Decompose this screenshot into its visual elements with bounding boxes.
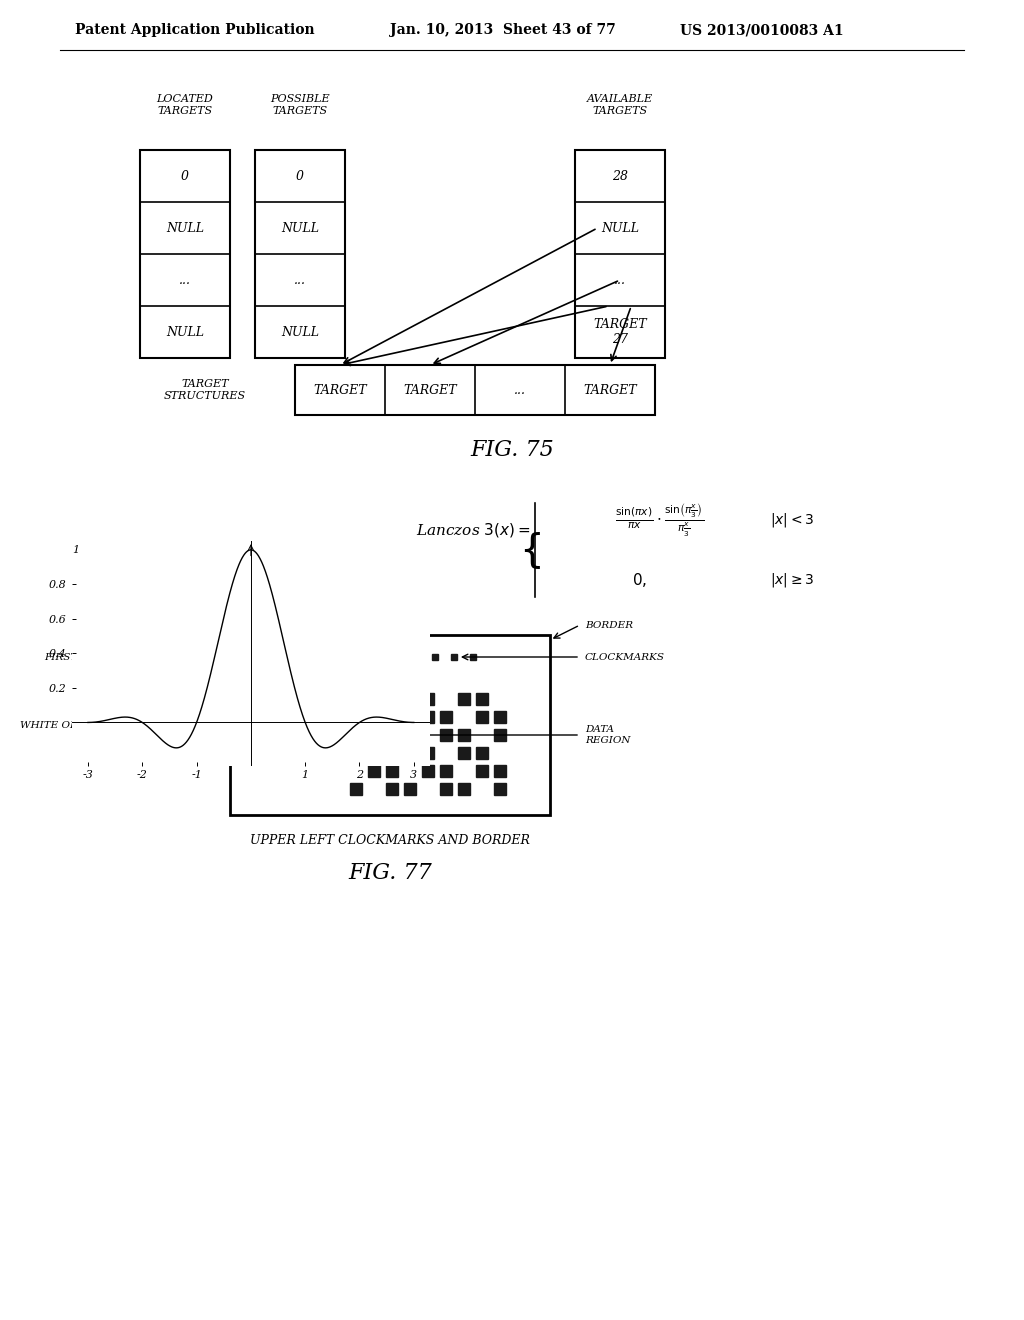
Bar [494, 783, 506, 795]
Text: TARGET: TARGET [584, 384, 637, 396]
Text: 0: 0 [181, 169, 189, 182]
Bar [350, 783, 362, 795]
Bar [375, 653, 381, 660]
Bar [413, 653, 419, 660]
Bar [422, 693, 434, 705]
Text: FIG. 76: FIG. 76 [228, 664, 312, 686]
Bar [247, 730, 253, 737]
Bar [422, 766, 434, 777]
Text: $\frac{\sin(\pi x)}{\pi x} \cdot \frac{\sin\!\left(\pi \frac{x}{3}\right)}{\pi \: $\frac{\sin(\pi x)}{\pi x} \cdot \frac{\… [615, 502, 705, 539]
Bar [432, 653, 438, 660]
Text: ...: ... [614, 273, 626, 286]
Bar [247, 673, 253, 678]
Bar [458, 783, 470, 795]
Bar [255, 150, 345, 358]
Bar [440, 711, 452, 723]
Bar [368, 747, 380, 759]
Bar [368, 711, 380, 723]
Text: 1: 1 [72, 545, 79, 554]
Bar [422, 711, 434, 723]
Text: {: { [519, 531, 545, 569]
Bar [476, 693, 488, 705]
Bar [230, 635, 550, 814]
Text: NULL: NULL [281, 222, 319, 235]
Bar [458, 693, 470, 705]
Bar [386, 711, 398, 723]
Bar [404, 729, 416, 741]
Text: 28: 28 [612, 169, 628, 182]
Bar [476, 766, 488, 777]
Text: TARGET
STRUCTURES: TARGET STRUCTURES [164, 379, 246, 401]
Text: Jan. 10, 2013  Sheet 43 of 77: Jan. 10, 2013 Sheet 43 of 77 [390, 22, 615, 37]
Bar [356, 653, 362, 660]
Text: WHITE ORIENTATION COLUMN: WHITE ORIENTATION COLUMN [20, 722, 195, 730]
Text: ...: ... [179, 273, 191, 286]
Text: DATA
REGION: DATA REGION [585, 725, 631, 744]
Bar [247, 692, 253, 698]
Bar [470, 653, 476, 660]
Text: 0: 0 [296, 169, 304, 182]
Bar [350, 747, 362, 759]
Bar [440, 783, 452, 795]
Bar [404, 693, 416, 705]
Text: TARGET: TARGET [313, 384, 367, 396]
Text: NULL: NULL [601, 222, 639, 235]
Bar [386, 729, 398, 741]
Bar [272, 657, 290, 795]
Text: NULL: NULL [281, 326, 319, 338]
Bar [247, 748, 253, 755]
Bar [318, 653, 324, 660]
Bar [404, 747, 416, 759]
Text: $|x| \geq 3$: $|x| \geq 3$ [770, 572, 814, 589]
Bar [494, 766, 506, 777]
Bar [458, 747, 470, 759]
Bar [299, 653, 305, 660]
Bar [394, 653, 400, 660]
Bar [368, 693, 380, 705]
Bar [458, 729, 470, 741]
Text: LOCATED
TARGETS: LOCATED TARGETS [157, 94, 213, 116]
Bar [476, 711, 488, 723]
Bar [404, 783, 416, 795]
Text: TARGET
27: TARGET 27 [593, 318, 647, 346]
Text: AVAILABLE
TARGETS: AVAILABLE TARGETS [587, 94, 653, 116]
Bar [386, 766, 398, 777]
Bar [440, 766, 452, 777]
Bar [575, 150, 665, 358]
Text: FIG. 77: FIG. 77 [348, 862, 432, 884]
Bar [350, 693, 362, 705]
Text: BORDER: BORDER [585, 620, 633, 630]
Bar [386, 783, 398, 795]
Text: $|x| < 3$: $|x| < 3$ [770, 511, 814, 529]
Bar [476, 747, 488, 759]
Text: POSSIBLE
TARGETS: POSSIBLE TARGETS [270, 94, 330, 116]
Text: ...: ... [294, 273, 306, 286]
Bar [451, 653, 457, 660]
Bar [440, 729, 452, 741]
Bar [368, 766, 380, 777]
Bar [337, 653, 343, 660]
Text: NULL: NULL [166, 222, 204, 235]
Text: TARGET: TARGET [403, 384, 457, 396]
Text: $0,$: $0,$ [633, 572, 647, 589]
Bar [422, 747, 434, 759]
Text: ...: ... [514, 384, 526, 396]
Bar [350, 729, 362, 741]
Bar [280, 653, 286, 660]
Text: FIRST BLACK CLOCKMARK: FIRST BLACK CLOCKMARK [45, 652, 195, 661]
Bar [247, 711, 253, 717]
Bar [494, 711, 506, 723]
Text: US 2013/0010083 A1: US 2013/0010083 A1 [680, 22, 844, 37]
Text: FIG. 75: FIG. 75 [470, 440, 554, 461]
Bar [295, 366, 655, 414]
Text: NULL: NULL [166, 326, 204, 338]
Text: UPPER LEFT CLOCKMARKS AND BORDER: UPPER LEFT CLOCKMARKS AND BORDER [250, 833, 530, 846]
Text: CLOCKMARKS: CLOCKMARKS [585, 652, 665, 661]
Text: Lanczos $3(x)=$: Lanczos $3(x)=$ [416, 521, 530, 539]
Bar [261, 653, 267, 660]
Bar [494, 729, 506, 741]
Text: Patent Application Publication: Patent Application Publication [75, 22, 314, 37]
Bar [242, 653, 248, 660]
Bar [140, 150, 230, 358]
